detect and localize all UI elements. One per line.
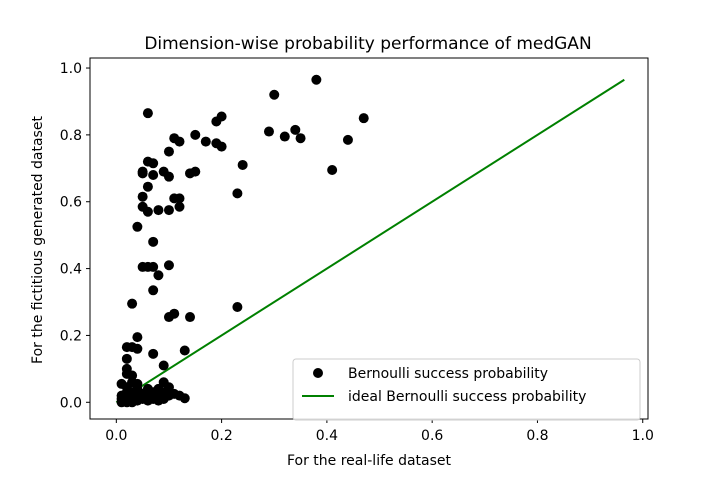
ideal-line [115, 78, 625, 404]
legend-label-line: ideal Bernoulli success probability [348, 389, 586, 405]
y-axis-label: For the fictitious generated dataset [30, 116, 46, 364]
x-tick-label: 0.2 [210, 428, 232, 444]
data-point [132, 332, 143, 343]
axis-ticks: 0.0 0.2 0.4 0.6 0.8 1.0 0.0 0.2 0.4 0.6 0.8 1.0 [60, 61, 654, 444]
y-tick-label: 0.8 [60, 128, 82, 144]
y-tick-label: 0.4 [60, 262, 82, 278]
data-point [132, 221, 143, 232]
data-point [200, 136, 211, 147]
data-point [163, 260, 174, 271]
data-point [211, 116, 222, 127]
data-point [279, 131, 290, 142]
data-point [269, 89, 280, 100]
data-point [153, 205, 164, 216]
x-tick-label: 0.0 [105, 428, 127, 444]
data-point [142, 206, 153, 217]
chart-title: Dimension-wise probability performance o… [144, 34, 591, 54]
x-tick-label: 0.6 [421, 428, 443, 444]
x-axis-label: For the real-life dataset [287, 453, 452, 469]
data-point [121, 353, 132, 364]
data-point [137, 168, 148, 179]
y-tick-label: 0.6 [60, 195, 82, 211]
data-point [163, 312, 174, 323]
data-point [137, 191, 148, 202]
data-point [311, 74, 322, 85]
data-point [327, 164, 338, 175]
data-point [190, 129, 201, 140]
data-point [132, 343, 143, 354]
x-tick-label: 1.0 [632, 428, 654, 444]
data-point [237, 159, 248, 170]
data-point [358, 113, 369, 124]
data-point [163, 171, 174, 182]
data-point [127, 298, 138, 309]
y-tick-label: 0.0 [60, 395, 82, 411]
data-point [216, 141, 227, 152]
data-point [163, 146, 174, 157]
data-point [232, 188, 243, 199]
data-point [174, 193, 185, 204]
y-tick-label: 1.0 [60, 61, 82, 77]
data-point [142, 108, 153, 119]
data-point [142, 181, 153, 192]
plot-marks [115, 74, 625, 408]
data-point [179, 393, 190, 404]
data-point [148, 261, 159, 272]
data-point [163, 205, 174, 216]
legend-box [292, 358, 641, 421]
legend-label-scatter: Bernoulli success probability [348, 366, 548, 382]
legend-marker-scatter [313, 368, 323, 378]
data-point [158, 360, 169, 371]
data-point [174, 136, 185, 147]
data-point [179, 345, 190, 356]
y-tick-label: 0.2 [60, 328, 82, 344]
data-point [190, 166, 201, 177]
data-point [232, 302, 243, 313]
data-point [148, 348, 159, 359]
data-point [148, 285, 159, 296]
data-point [153, 270, 164, 281]
data-point [148, 158, 159, 169]
data-point [263, 126, 274, 137]
data-point [132, 395, 143, 406]
data-point [290, 124, 301, 135]
data-point [295, 133, 306, 144]
x-tick-label: 0.4 [316, 428, 338, 444]
data-point [174, 201, 185, 212]
legend: Bernoulli success probability ideal Berno… [292, 358, 641, 421]
data-point [153, 395, 164, 406]
data-point [148, 169, 159, 180]
x-tick-label: 0.8 [526, 428, 548, 444]
data-point [148, 236, 159, 247]
data-point [185, 312, 196, 323]
data-point [142, 395, 153, 406]
data-point [342, 134, 353, 145]
